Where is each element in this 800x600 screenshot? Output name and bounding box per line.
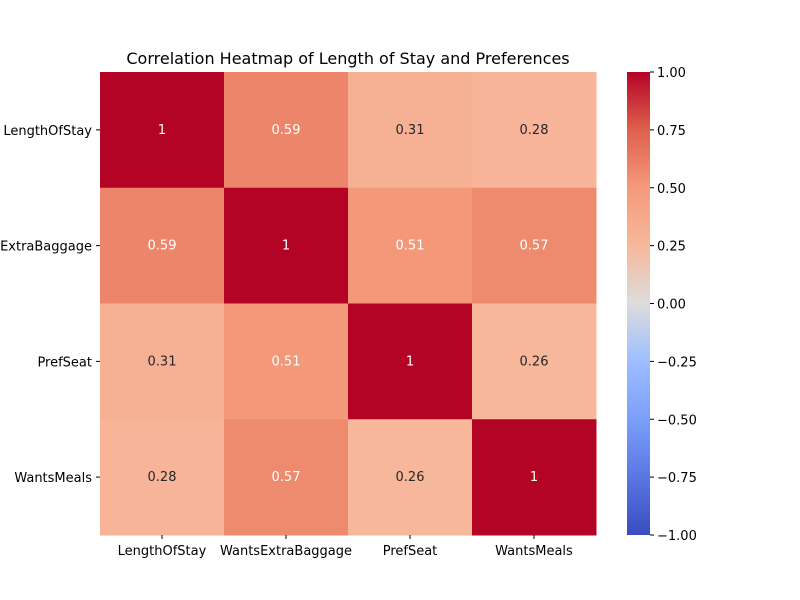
cell-annotation: 0.28 [520, 123, 549, 138]
x-tick-label: WantsMeals [495, 544, 573, 559]
cell-annotation: 0.26 [396, 470, 425, 485]
cell-annotation: 0.31 [396, 123, 425, 138]
heatmap-cell [100, 419, 225, 536]
colorbar-tick-label: 1.00 [657, 66, 686, 81]
heatmap-cell [472, 72, 597, 189]
cell-annotation: 1 [158, 123, 166, 138]
cell-annotation: 0.59 [272, 123, 301, 138]
heatmap-cell [348, 187, 473, 304]
cell-annotation: 0.28 [148, 470, 177, 485]
heatmap-cell [348, 303, 473, 420]
heatmap-cell [224, 72, 349, 189]
colorbar [627, 72, 650, 535]
heatmap-cell [472, 187, 597, 304]
heatmap-cell [224, 303, 349, 420]
heatmap-cells [100, 72, 597, 536]
colorbar-tick-label: −0.25 [657, 355, 697, 370]
y-tick-label: WantsMeals [14, 471, 92, 486]
cell-annotation: 1 [406, 354, 414, 369]
cell-annotation: 0.51 [396, 239, 425, 254]
heatmap-cell [100, 187, 225, 304]
y-tick-label: LengthOfStay [3, 124, 92, 139]
heatmap-cell [348, 419, 473, 536]
cell-annotation: 0.57 [520, 239, 549, 254]
heatmap-cell [472, 419, 597, 536]
heatmap-cell [224, 187, 349, 304]
heatmap-cell-labels: 1 0.59 0.31 0.28 0.59 1 0.51 0.57 0.31 0.51 1 0.26 0… [148, 123, 549, 485]
cell-annotation: 0.51 [272, 354, 301, 369]
x-tick-label: WantsExtraBaggage [220, 544, 352, 559]
colorbar-tick-label: 0.00 [657, 298, 686, 313]
y-axis: LengthOfStay WantsExtraBaggage PrefSeat Wan… [0, 124, 100, 486]
y-tick-label: WantsExtraBaggage [0, 240, 92, 255]
cell-annotation: 0.26 [520, 354, 549, 369]
colorbar-tick-label: 0.25 [657, 240, 686, 255]
colorbar-tick-label: −0.50 [657, 413, 697, 428]
colorbar-tick-label: −0.75 [657, 471, 697, 486]
colorbar-ticks: 1.00 0.75 0.50 0.25 0.00 −0.25 −0.50 −0.75 −1.00 [650, 66, 697, 544]
cell-annotation: 0.31 [148, 354, 177, 369]
heatmap-cell [224, 419, 349, 536]
heatmap-cell [348, 72, 473, 189]
x-tick-label: LengthOfStay [118, 544, 207, 559]
y-tick-label: PrefSeat [37, 355, 92, 370]
heatmap-cell [472, 303, 597, 420]
x-tick-label: PrefSeat [383, 544, 438, 559]
cell-annotation: 1 [282, 239, 290, 254]
cell-annotation: 1 [530, 470, 538, 485]
colorbar-gradient [627, 72, 650, 535]
x-axis: LengthOfStay WantsExtraBaggage PrefSeat Wan… [118, 535, 573, 559]
colorbar-tick-label: 0.75 [657, 124, 686, 139]
colorbar-tick-label: −1.00 [657, 529, 697, 544]
heatmap-cell [100, 72, 225, 189]
heatmap-cell [100, 303, 225, 420]
colorbar-tick-label: 0.50 [657, 182, 686, 197]
cell-annotation: 0.57 [272, 470, 301, 485]
chart-title: Correlation Heatmap of Length of Stay an… [126, 49, 569, 68]
cell-annotation: 0.59 [148, 239, 177, 254]
